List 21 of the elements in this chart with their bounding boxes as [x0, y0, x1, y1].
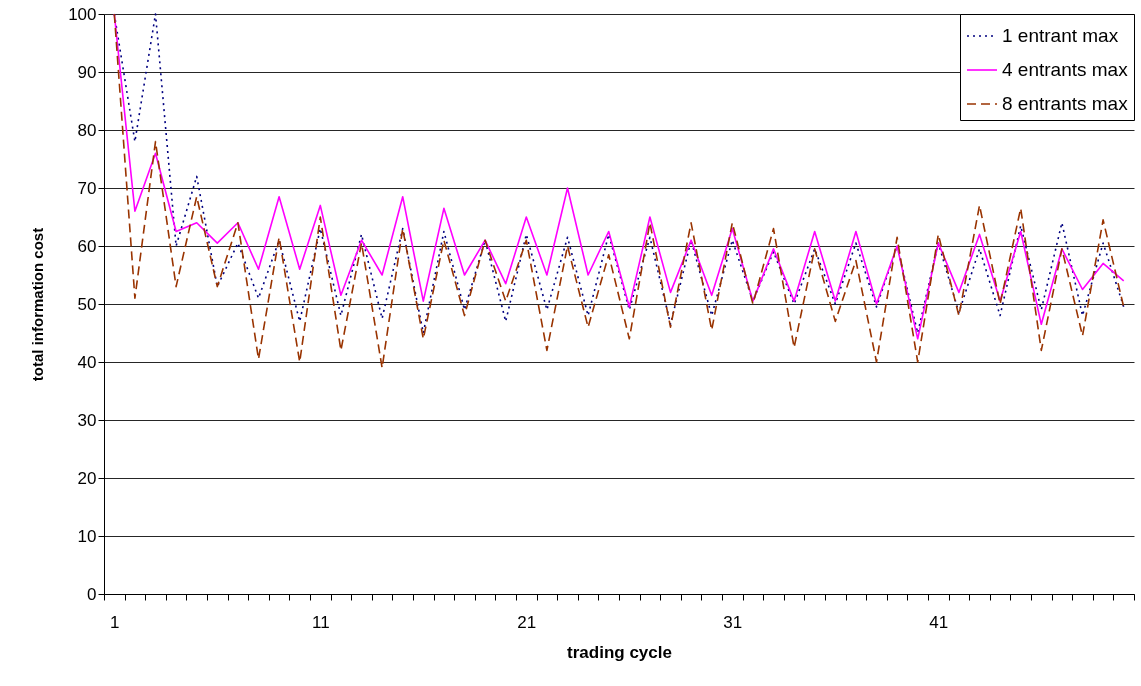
y-tick-label: 70 [77, 178, 97, 198]
legend-label: 1 entrant max [1002, 25, 1119, 46]
y-tick-label: 30 [77, 410, 97, 430]
x-tick-label: 11 [311, 612, 330, 632]
y-tick-label: 100 [68, 4, 97, 24]
legend-label: 8 entrants max [1002, 93, 1129, 114]
y-tick-label: 10 [77, 526, 97, 546]
y-tick-label: 0 [87, 584, 97, 604]
x-tick-label: 31 [723, 612, 743, 632]
legend-label: 4 entrants max [1002, 59, 1129, 80]
y-tick-label: 60 [77, 236, 97, 256]
y-tick-label: 20 [77, 468, 97, 488]
y-tick-label: 80 [77, 120, 97, 140]
x-tick-label: 21 [517, 612, 537, 632]
y-tick-label: 40 [77, 352, 97, 372]
y-axis-title: total information cost [29, 227, 47, 382]
y-tick-label: 90 [77, 62, 97, 82]
y-tick-label: 50 [77, 294, 97, 314]
x-tick-label: 41 [929, 612, 949, 632]
x-tick-label: 1 [110, 612, 120, 632]
x-axis-title: trading cycle [567, 642, 672, 662]
